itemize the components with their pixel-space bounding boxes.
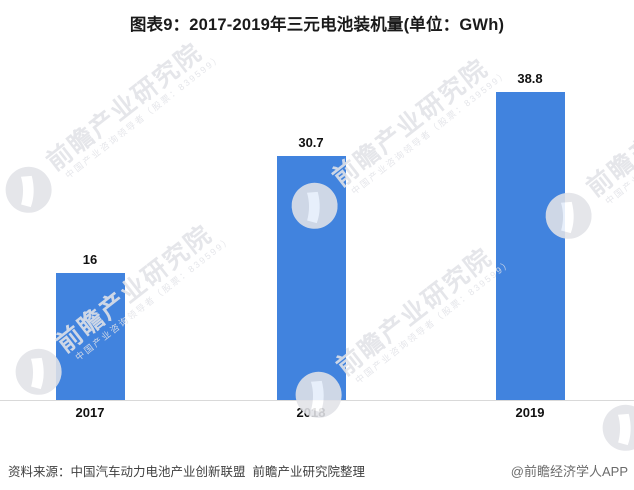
x-axis-label: 2017 bbox=[75, 405, 105, 420]
chart-title: 图表9：2017-2019年三元电池装机量(单位：GWh) bbox=[129, 16, 505, 34]
bar-value-label: 16 bbox=[82, 252, 98, 267]
x-axis-label: 2018 bbox=[296, 405, 326, 420]
bar-2018 bbox=[277, 156, 346, 400]
source-note: 资料来源：中国汽车动力电池产业创新联盟 前瞻产业研究院整理 bbox=[8, 465, 365, 479]
bar-value-label: 38.8 bbox=[517, 71, 543, 86]
bar-2017 bbox=[56, 273, 125, 400]
credit-note: @前瞻经济学人APP bbox=[510, 464, 628, 479]
bar-2019 bbox=[496, 92, 565, 400]
bar-value-label: 30.7 bbox=[298, 135, 324, 150]
x-axis-line bbox=[0, 400, 634, 401]
x-axis-label: 2019 bbox=[515, 405, 545, 420]
